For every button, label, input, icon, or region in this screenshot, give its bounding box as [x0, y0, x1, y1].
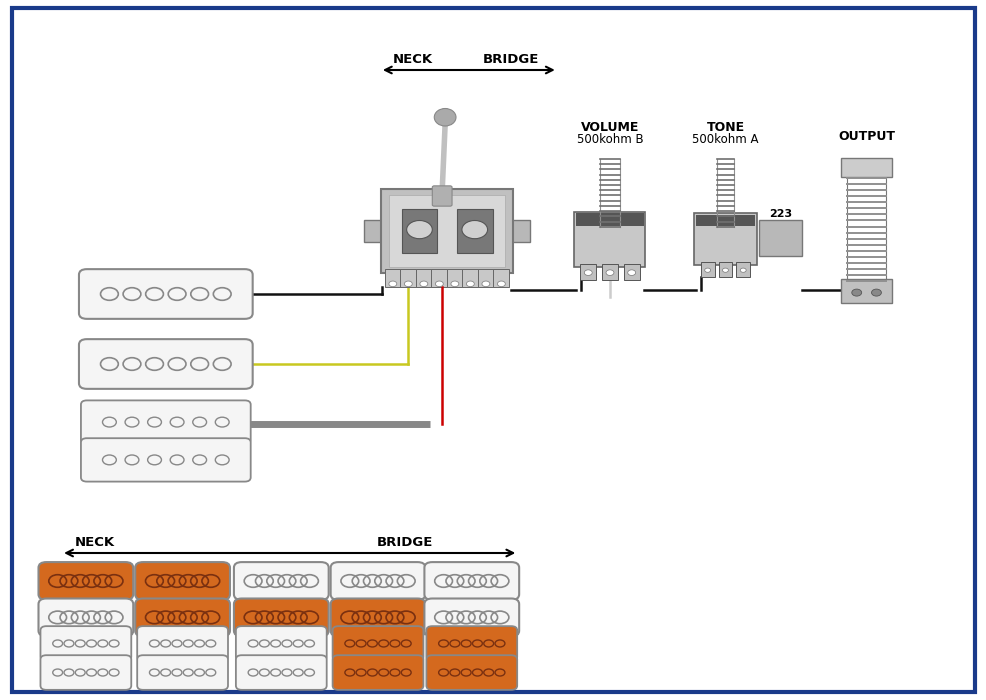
FancyBboxPatch shape [135, 562, 230, 600]
FancyBboxPatch shape [426, 626, 517, 661]
FancyBboxPatch shape [332, 626, 423, 661]
Text: 500kohm A: 500kohm A [691, 133, 758, 146]
FancyBboxPatch shape [79, 270, 252, 319]
Circle shape [466, 281, 474, 287]
FancyBboxPatch shape [381, 189, 513, 272]
FancyBboxPatch shape [234, 562, 328, 600]
FancyBboxPatch shape [700, 262, 714, 277]
Circle shape [605, 270, 613, 275]
Circle shape [461, 220, 487, 239]
FancyBboxPatch shape [457, 209, 492, 253]
FancyBboxPatch shape [510, 220, 529, 242]
FancyBboxPatch shape [693, 214, 756, 265]
Text: VOLUME: VOLUME [580, 121, 639, 134]
FancyBboxPatch shape [135, 598, 230, 636]
FancyBboxPatch shape [462, 269, 478, 287]
FancyBboxPatch shape [330, 562, 425, 600]
FancyBboxPatch shape [79, 340, 252, 389]
Circle shape [481, 281, 489, 287]
Circle shape [451, 281, 458, 287]
Circle shape [497, 281, 505, 287]
Circle shape [704, 268, 710, 272]
FancyBboxPatch shape [840, 279, 891, 303]
FancyBboxPatch shape [236, 626, 326, 661]
Ellipse shape [434, 108, 456, 126]
FancyBboxPatch shape [424, 598, 519, 636]
Text: NECK: NECK [75, 536, 114, 549]
FancyBboxPatch shape [424, 562, 519, 600]
Circle shape [851, 289, 861, 296]
Circle shape [419, 281, 427, 287]
FancyBboxPatch shape [40, 626, 131, 661]
FancyBboxPatch shape [736, 262, 749, 277]
FancyBboxPatch shape [601, 263, 617, 280]
FancyBboxPatch shape [81, 438, 250, 482]
FancyBboxPatch shape [38, 598, 133, 636]
FancyBboxPatch shape [401, 209, 437, 253]
FancyBboxPatch shape [332, 655, 423, 690]
FancyBboxPatch shape [718, 262, 732, 277]
FancyBboxPatch shape [758, 220, 802, 256]
FancyBboxPatch shape [574, 211, 645, 267]
Circle shape [406, 220, 432, 239]
FancyBboxPatch shape [840, 158, 891, 177]
FancyBboxPatch shape [415, 269, 431, 287]
Text: BRIDGE: BRIDGE [376, 536, 433, 549]
FancyBboxPatch shape [137, 626, 228, 661]
FancyBboxPatch shape [385, 269, 400, 287]
Circle shape [388, 281, 396, 287]
FancyBboxPatch shape [388, 195, 505, 267]
FancyBboxPatch shape [447, 269, 462, 287]
FancyBboxPatch shape [38, 562, 133, 600]
FancyBboxPatch shape [234, 598, 328, 636]
FancyBboxPatch shape [623, 263, 639, 280]
Text: NECK: NECK [392, 53, 432, 66]
FancyBboxPatch shape [364, 220, 384, 242]
Circle shape [404, 281, 412, 287]
FancyBboxPatch shape [236, 655, 326, 690]
FancyBboxPatch shape [432, 186, 452, 206]
FancyBboxPatch shape [137, 655, 228, 690]
Text: 223: 223 [768, 209, 792, 219]
Text: BRIDGE: BRIDGE [482, 53, 539, 66]
FancyBboxPatch shape [426, 655, 517, 690]
Text: TONE: TONE [706, 121, 743, 134]
FancyBboxPatch shape [400, 269, 416, 287]
Circle shape [584, 270, 592, 275]
FancyBboxPatch shape [12, 8, 974, 692]
Circle shape [435, 281, 443, 287]
FancyBboxPatch shape [493, 269, 509, 287]
FancyBboxPatch shape [695, 215, 754, 226]
FancyBboxPatch shape [576, 213, 643, 225]
Circle shape [627, 270, 635, 275]
FancyBboxPatch shape [81, 400, 250, 444]
FancyBboxPatch shape [431, 269, 447, 287]
FancyBboxPatch shape [580, 263, 596, 280]
FancyBboxPatch shape [477, 269, 493, 287]
Circle shape [871, 289, 880, 296]
Text: OUTPUT: OUTPUT [837, 130, 894, 143]
FancyBboxPatch shape [330, 598, 425, 636]
Text: 500kohm B: 500kohm B [576, 133, 643, 146]
Circle shape [722, 268, 728, 272]
FancyBboxPatch shape [40, 655, 131, 690]
Circle shape [740, 268, 745, 272]
